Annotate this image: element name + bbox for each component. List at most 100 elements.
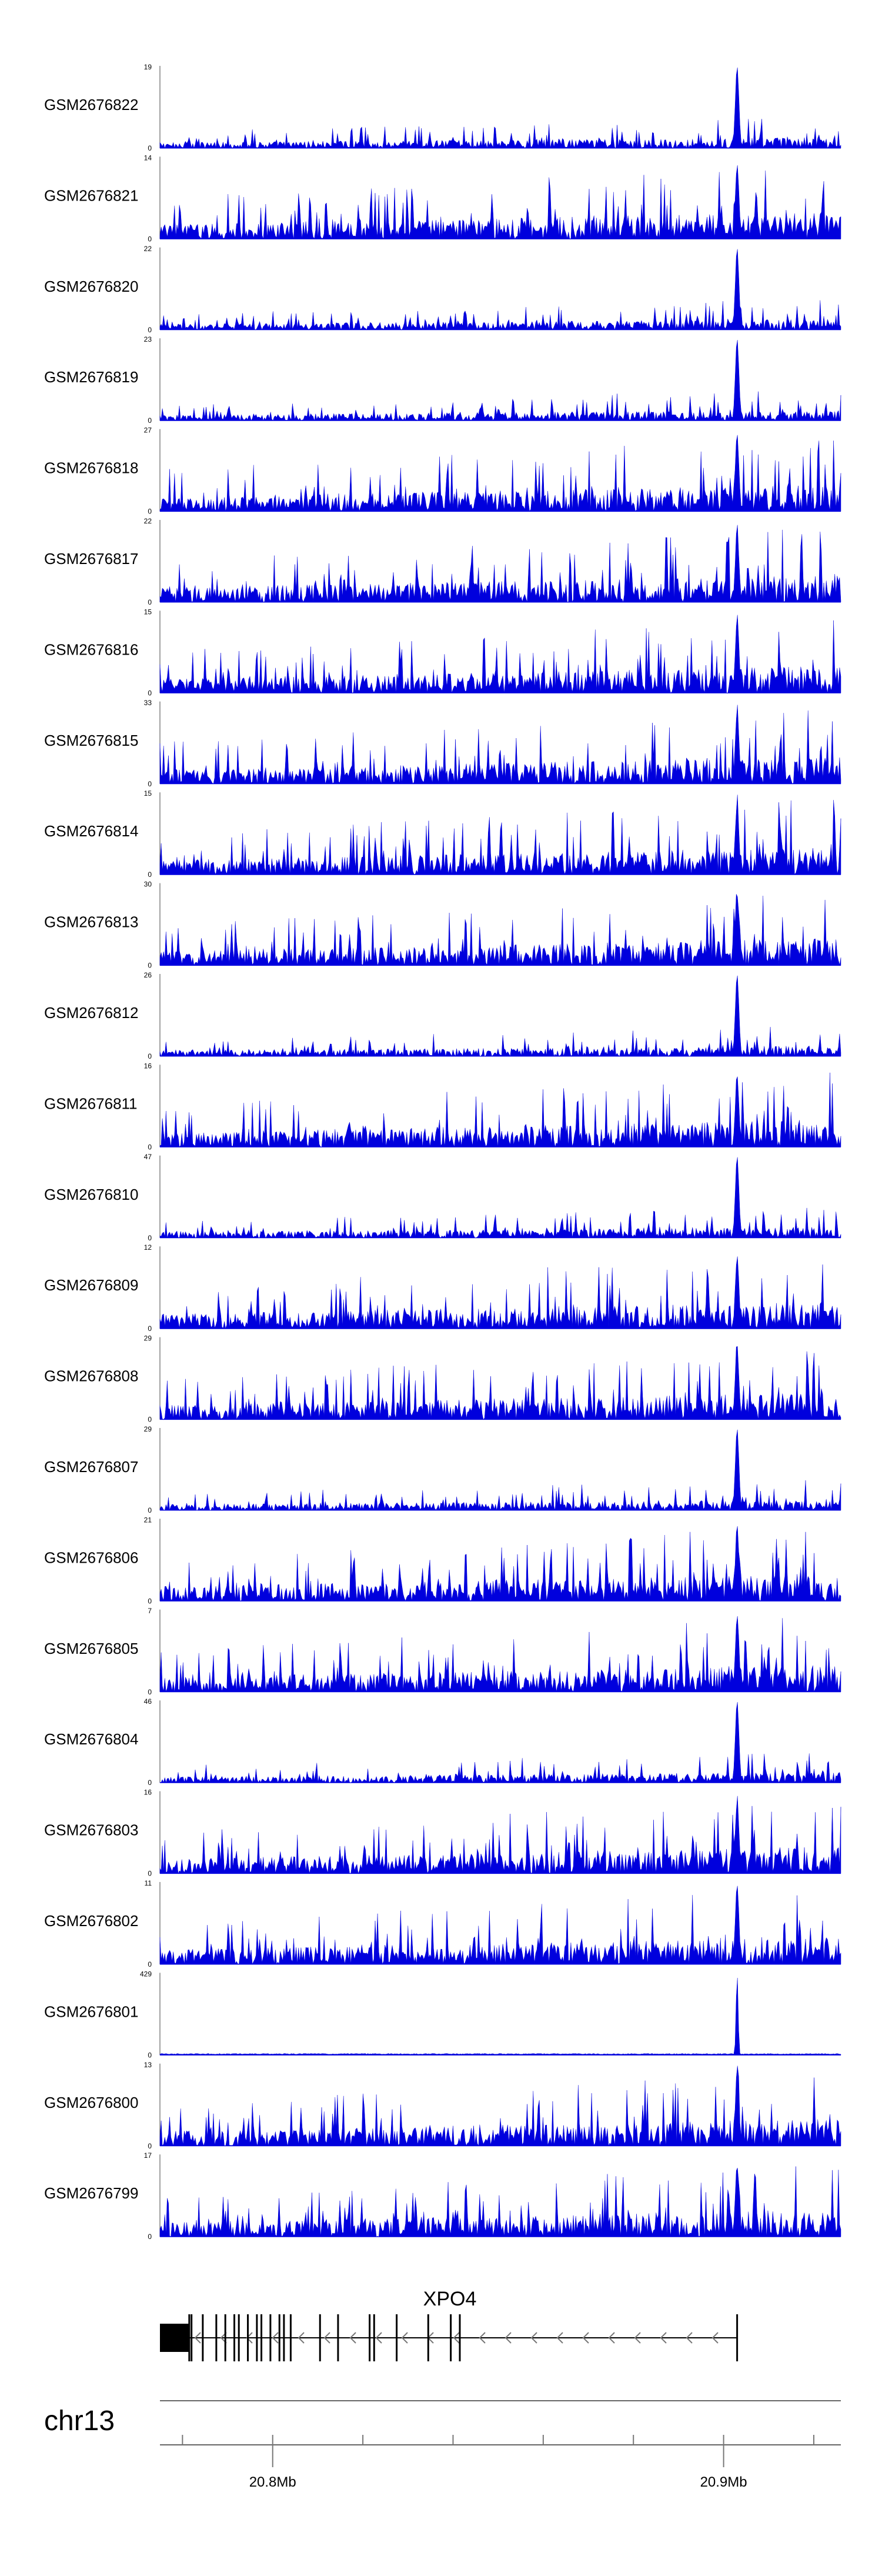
strand-arrow [401, 2332, 408, 2344]
track-gsm2676811: GSM2676811 16 0 [44, 1062, 841, 1151]
track-gsm2676815: GSM2676815 33 0 [44, 699, 841, 788]
ymax-label-gsm2676821: 14 [144, 154, 152, 162]
coverage-area-gsm2676813 [159, 894, 841, 966]
ymin-label-gsm2676803: 0 [148, 1870, 152, 1878]
track-label-gsm2676804: GSM2676804 [44, 1730, 138, 1748]
coverage-area-gsm2676807 [159, 1429, 841, 1511]
gene-exon [260, 2314, 263, 2361]
gene-exon [459, 2314, 461, 2361]
strand-arrow [634, 2332, 641, 2344]
ymin-label-gsm2676808: 0 [148, 1416, 152, 1424]
coverage-area-gsm2676802 [159, 1886, 841, 1965]
track-gsm2676816: GSM2676816 15 0 [44, 608, 841, 697]
track-gsm2676806: GSM2676806 21 0 [44, 1516, 841, 1605]
ymax-label-gsm2676808: 29 [144, 1334, 152, 1343]
ymax-label-gsm2676812: 26 [144, 971, 152, 979]
chromosome-axis: chr13 20.8Mb 20.9Mb [44, 2400, 841, 2490]
track-gsm2676805: GSM2676805 7 0 [44, 1607, 841, 1696]
ymax-label-gsm2676814: 15 [144, 789, 152, 798]
ymax-label-gsm2676806: 21 [144, 1516, 152, 1524]
strand-arrow [272, 2332, 279, 2344]
track-label-gsm2676807: GSM2676807 [44, 1458, 138, 1476]
coverage-area-gsm2676820 [159, 249, 841, 331]
track-gsm2676807: GSM2676807 29 0 [44, 1425, 841, 1514]
ymin-label-gsm2676801: 0 [148, 2051, 152, 2059]
strand-arrow [608, 2332, 615, 2344]
ymin-label-gsm2676821: 0 [148, 235, 152, 243]
ymax-label-gsm2676817: 22 [144, 517, 152, 525]
coverage-area-gsm2676808 [159, 1346, 841, 1420]
axis-tick-label: 20.8Mb [249, 2474, 296, 2490]
strand-arrow [479, 2332, 486, 2344]
coverage-area-gsm2676822 [159, 67, 841, 149]
gene-exon [224, 2314, 226, 2361]
ymin-label-gsm2676805: 0 [148, 1688, 152, 1696]
track-gsm2676820: GSM2676820 22 0 [44, 245, 841, 334]
track-label-gsm2676800: GSM2676800 [44, 2094, 138, 2111]
strand-arrow [582, 2332, 589, 2344]
coverage-area-gsm2676812 [159, 975, 841, 1057]
ymin-label-gsm2676816: 0 [148, 689, 152, 697]
track-label-gsm2676811: GSM2676811 [44, 1095, 138, 1112]
coverage-area-gsm2676803 [159, 1796, 841, 1874]
track-label-gsm2676821: GSM2676821 [44, 186, 138, 204]
ymin-label-gsm2676806: 0 [148, 1597, 152, 1605]
coverage-area-gsm2676817 [159, 525, 841, 603]
track-label-gsm2676810: GSM2676810 [44, 1186, 138, 1203]
track-label-gsm2676812: GSM2676812 [44, 1004, 138, 1022]
track-label-gsm2676818: GSM2676818 [44, 459, 138, 477]
gene-exon [283, 2314, 285, 2361]
strand-arrow [298, 2332, 305, 2344]
gene-exon [238, 2314, 240, 2361]
ymin-label-gsm2676810: 0 [148, 1234, 152, 1242]
ymin-label-gsm2676819: 0 [148, 416, 152, 425]
track-label-gsm2676819: GSM2676819 [44, 368, 138, 386]
chromosome-label: chr13 [44, 2405, 115, 2437]
ymax-label-gsm2676816: 15 [144, 608, 152, 616]
track-label-gsm2676803: GSM2676803 [44, 1821, 138, 1839]
coverage-area-gsm2676814 [159, 795, 841, 875]
ymin-label-gsm2676811: 0 [148, 1143, 152, 1151]
track-label-gsm2676809: GSM2676809 [44, 1276, 138, 1294]
gene-exon [188, 2314, 191, 2361]
coverage-area-gsm2676821 [159, 165, 841, 239]
track-gsm2676809: GSM2676809 12 0 [44, 1243, 841, 1333]
strand-arrow [453, 2332, 460, 2344]
track-label-gsm2676822: GSM2676822 [44, 96, 138, 114]
track-gsm2676799: GSM2676799 17 0 [44, 2151, 841, 2241]
gene-exon [278, 2314, 280, 2361]
axis-tick-label: 20.9Mb [700, 2474, 747, 2490]
gene-exon [191, 2314, 193, 2361]
strand-arrow [530, 2332, 537, 2344]
ymax-label-gsm2676818: 27 [144, 426, 152, 435]
ymin-label-gsm2676815: 0 [148, 780, 152, 788]
track-label-gsm2676813: GSM2676813 [44, 913, 138, 931]
coverage-area-gsm2676799 [159, 2166, 841, 2237]
gene-exon [256, 2314, 258, 2361]
ymax-label-gsm2676803: 16 [144, 1788, 152, 1797]
track-label-gsm2676815: GSM2676815 [44, 732, 138, 749]
strand-arrow [375, 2332, 382, 2344]
gene-exon [233, 2314, 236, 2361]
track-gsm2676804: GSM2676804 46 0 [44, 1697, 841, 1787]
track-gsm2676818: GSM2676818 27 0 [44, 426, 841, 516]
strand-arrow [349, 2332, 356, 2344]
strand-arrow [246, 2332, 253, 2344]
coverage-area-gsm2676804 [159, 1702, 841, 1783]
coverage-area-gsm2676800 [159, 2066, 841, 2147]
strand-arrow [711, 2332, 719, 2344]
ymin-label-gsm2676818: 0 [148, 508, 152, 516]
gene-exon [215, 2314, 218, 2361]
gene-label-xpo4: XPO4 [423, 2288, 477, 2310]
track-label-gsm2676817: GSM2676817 [44, 550, 138, 568]
track-gsm2676821: GSM2676821 14 0 [44, 154, 841, 243]
ymax-label-gsm2676811: 16 [144, 1062, 152, 1070]
gene-strand-arrows [194, 2332, 719, 2344]
coverage-area-gsm2676810 [159, 1157, 841, 1239]
ymax-label-gsm2676813: 30 [144, 880, 152, 889]
axis-minor-ticks [182, 2435, 814, 2445]
gene-exon [736, 2314, 739, 2361]
ymin-label-gsm2676802: 0 [148, 1960, 152, 1968]
ymax-label-gsm2676822: 19 [144, 63, 152, 71]
strand-arrow [660, 2332, 667, 2344]
